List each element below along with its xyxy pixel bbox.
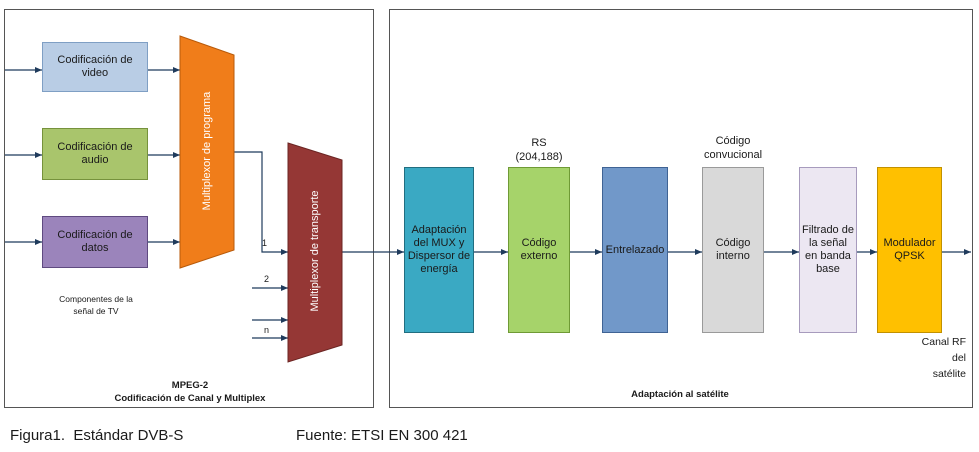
encoder-data: Codificación de datos — [42, 216, 148, 268]
encoder-audio: Codificación de audio — [42, 128, 148, 180]
program-mux-shape — [179, 35, 235, 269]
left-panel — [4, 9, 374, 408]
block-outer-code: Código externo — [508, 167, 570, 333]
arrows — [5, 67, 971, 341]
note: Componentes de la señal de TV — [59, 294, 133, 316]
right-panel — [389, 9, 973, 408]
annotation: RS (204,188) — [515, 137, 563, 163]
transport-mux-shape — [287, 142, 343, 363]
block-interleaver: Entrelazado — [602, 167, 668, 333]
encoder-video: Codificación de video — [42, 42, 148, 92]
input-label: n — [264, 325, 270, 335]
right-title: Adaptación al satélite — [631, 389, 729, 400]
block-filter: Filtrado de la señal en banda base — [799, 167, 857, 333]
program-mux-label: Multiplexor de programa — [201, 91, 213, 211]
caption-figure: Figura1. Estándar DVB-S — [10, 427, 184, 444]
left-title: MPEG-2 — [171, 380, 209, 391]
block-adaptation: Adaptación del MUX y Dispersor de energí… — [404, 167, 474, 333]
annotation: Código convucional — [703, 135, 763, 161]
caption-source: Fuente: ETSI EN 300 421 — [296, 427, 468, 444]
block-modulator: Modulador QPSK — [877, 167, 942, 333]
left-subtitle: Codificación de Canal y Multiplex — [114, 393, 266, 404]
transport-mux-label: Multiplexor de transporte — [309, 190, 321, 312]
input-label: 1 — [262, 238, 268, 248]
input-label: 2 — [264, 274, 270, 284]
output-label: Canal RF del satélite — [921, 336, 966, 380]
block-inner-code: Código interno — [702, 167, 764, 333]
